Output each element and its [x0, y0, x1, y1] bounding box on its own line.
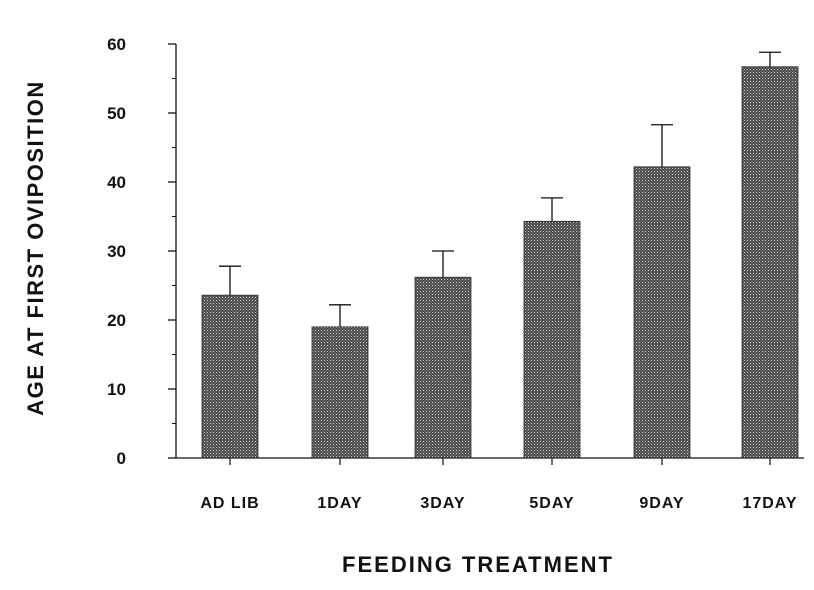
- bar: [201, 294, 259, 459]
- y-tick-label: 10: [107, 380, 126, 399]
- y-tick-label: 50: [107, 104, 126, 123]
- bar: [741, 66, 799, 459]
- y-axis-title: AGE AT FIRST OVIPOSITION: [23, 80, 48, 415]
- x-category-label: AD LIB: [200, 495, 259, 512]
- y-tick-label: 60: [107, 35, 126, 54]
- x-category-label: 1DAY: [317, 495, 362, 512]
- bar: [414, 276, 472, 459]
- y-tick-label: 20: [107, 311, 126, 330]
- x-category-label: 5DAY: [529, 495, 574, 512]
- y-tick-label: 30: [107, 242, 126, 261]
- y-tick-label: 40: [107, 173, 126, 192]
- axes: [168, 43, 804, 465]
- error-bars: [219, 51, 781, 327]
- y-tick-labels: 0 10 20 30 40 50 60: [107, 35, 126, 468]
- x-category-label: 17DAY: [742, 495, 797, 512]
- x-category-label: 9DAY: [639, 495, 684, 512]
- bars: [201, 66, 799, 459]
- x-category-label: 3DAY: [420, 495, 465, 512]
- bar: [311, 326, 369, 459]
- x-category-labels: AD LIB 1DAY 3DAY 5DAY 9DAY 17DAY: [200, 495, 797, 512]
- bar: [633, 166, 691, 459]
- bar: [523, 220, 581, 459]
- x-axis-title: FEEDING TREATMENT: [342, 552, 614, 577]
- y-tick-label: 0: [117, 449, 126, 468]
